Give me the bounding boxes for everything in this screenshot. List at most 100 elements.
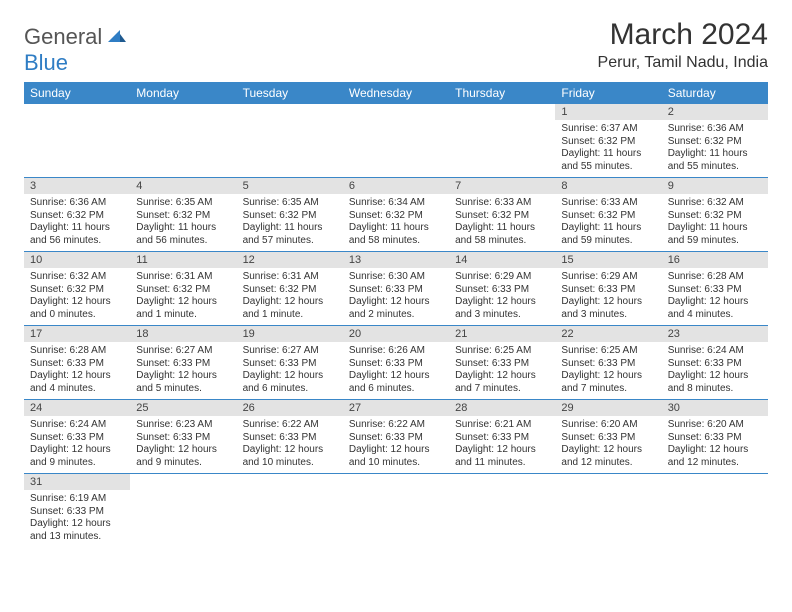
- calendar-body: 1Sunrise: 6:37 AMSunset: 6:32 PMDaylight…: [24, 104, 768, 547]
- day-number: 3: [24, 178, 130, 194]
- sunrise-text: Sunrise: 6:26 AM: [349, 345, 443, 358]
- sunset-text: Sunset: 6:32 PM: [136, 210, 230, 223]
- day-number: 29: [555, 400, 661, 416]
- calendar-row: 1Sunrise: 6:37 AMSunset: 6:32 PMDaylight…: [24, 104, 768, 178]
- calendar-cell: 31Sunrise: 6:19 AMSunset: 6:33 PMDayligh…: [24, 474, 130, 548]
- day-details: Sunrise: 6:33 AMSunset: 6:32 PMDaylight:…: [555, 194, 661, 251]
- calendar-row: 24Sunrise: 6:24 AMSunset: 6:33 PMDayligh…: [24, 400, 768, 474]
- month-title: March 2024: [598, 18, 768, 52]
- sunset-text: Sunset: 6:32 PM: [455, 210, 549, 223]
- day-details: Sunrise: 6:29 AMSunset: 6:33 PMDaylight:…: [449, 268, 555, 325]
- sunrise-text: Sunrise: 6:29 AM: [455, 271, 549, 284]
- day-details: Sunrise: 6:36 AMSunset: 6:32 PMDaylight:…: [24, 194, 130, 251]
- day-details: Sunrise: 6:30 AMSunset: 6:33 PMDaylight:…: [343, 268, 449, 325]
- calendar-cell: 19Sunrise: 6:27 AMSunset: 6:33 PMDayligh…: [237, 326, 343, 400]
- daylight-text: Daylight: 12 hours and 9 minutes.: [136, 444, 230, 469]
- sunset-text: Sunset: 6:32 PM: [668, 210, 762, 223]
- calendar-cell: 30Sunrise: 6:20 AMSunset: 6:33 PMDayligh…: [662, 400, 768, 474]
- calendar-cell: 11Sunrise: 6:31 AMSunset: 6:32 PMDayligh…: [130, 252, 236, 326]
- day-details: Sunrise: 6:33 AMSunset: 6:32 PMDaylight:…: [449, 194, 555, 251]
- sunset-text: Sunset: 6:33 PM: [136, 358, 230, 371]
- calendar-row: 10Sunrise: 6:32 AMSunset: 6:32 PMDayligh…: [24, 252, 768, 326]
- day-number: 24: [24, 400, 130, 416]
- daylight-text: Daylight: 12 hours and 2 minutes.: [349, 296, 443, 321]
- daylight-text: Daylight: 12 hours and 3 minutes.: [561, 296, 655, 321]
- sunrise-text: Sunrise: 6:34 AM: [349, 197, 443, 210]
- day-number: 19: [237, 326, 343, 342]
- calendar-cell: [555, 474, 661, 548]
- sunset-text: Sunset: 6:33 PM: [349, 358, 443, 371]
- daylight-text: Daylight: 11 hours and 59 minutes.: [668, 222, 762, 247]
- day-details: Sunrise: 6:32 AMSunset: 6:32 PMDaylight:…: [662, 194, 768, 251]
- daylight-text: Daylight: 12 hours and 4 minutes.: [30, 370, 124, 395]
- sunrise-text: Sunrise: 6:28 AM: [668, 271, 762, 284]
- day-number: 9: [662, 178, 768, 194]
- daylight-text: Daylight: 11 hours and 55 minutes.: [668, 148, 762, 173]
- sunrise-text: Sunrise: 6:22 AM: [243, 419, 337, 432]
- calendar-cell: [130, 104, 236, 178]
- day-details: Sunrise: 6:27 AMSunset: 6:33 PMDaylight:…: [237, 342, 343, 399]
- daylight-text: Daylight: 12 hours and 1 minute.: [243, 296, 337, 321]
- daylight-text: Daylight: 11 hours and 56 minutes.: [136, 222, 230, 247]
- calendar-cell: 7Sunrise: 6:33 AMSunset: 6:32 PMDaylight…: [449, 178, 555, 252]
- sunset-text: Sunset: 6:32 PM: [349, 210, 443, 223]
- weekday-header: Tuesday: [237, 82, 343, 104]
- title-block: March 2024 Perur, Tamil Nadu, India: [598, 18, 768, 72]
- day-number: 22: [555, 326, 661, 342]
- day-number: 10: [24, 252, 130, 268]
- day-details: Sunrise: 6:34 AMSunset: 6:32 PMDaylight:…: [343, 194, 449, 251]
- day-number: 20: [343, 326, 449, 342]
- day-number: 18: [130, 326, 236, 342]
- day-details: Sunrise: 6:24 AMSunset: 6:33 PMDaylight:…: [662, 342, 768, 399]
- sunrise-text: Sunrise: 6:21 AM: [455, 419, 549, 432]
- sunset-text: Sunset: 6:33 PM: [561, 284, 655, 297]
- calendar-cell: [449, 104, 555, 178]
- daylight-text: Daylight: 12 hours and 11 minutes.: [455, 444, 549, 469]
- calendar-cell: 21Sunrise: 6:25 AMSunset: 6:33 PMDayligh…: [449, 326, 555, 400]
- calendar-cell: 25Sunrise: 6:23 AMSunset: 6:33 PMDayligh…: [130, 400, 236, 474]
- sunset-text: Sunset: 6:32 PM: [243, 210, 337, 223]
- sunrise-text: Sunrise: 6:19 AM: [30, 493, 124, 506]
- day-details: Sunrise: 6:22 AMSunset: 6:33 PMDaylight:…: [343, 416, 449, 473]
- sunrise-text: Sunrise: 6:25 AM: [561, 345, 655, 358]
- day-number: 17: [24, 326, 130, 342]
- logo-line2: Blue: [24, 50, 68, 75]
- sunset-text: Sunset: 6:33 PM: [455, 432, 549, 445]
- calendar-cell: 29Sunrise: 6:20 AMSunset: 6:33 PMDayligh…: [555, 400, 661, 474]
- day-number: 8: [555, 178, 661, 194]
- sunrise-text: Sunrise: 6:27 AM: [243, 345, 337, 358]
- sunrise-text: Sunrise: 6:20 AM: [668, 419, 762, 432]
- calendar-cell: 5Sunrise: 6:35 AMSunset: 6:32 PMDaylight…: [237, 178, 343, 252]
- day-details: Sunrise: 6:31 AMSunset: 6:32 PMDaylight:…: [130, 268, 236, 325]
- sunrise-text: Sunrise: 6:33 AM: [561, 197, 655, 210]
- sunset-text: Sunset: 6:32 PM: [561, 136, 655, 149]
- daylight-text: Daylight: 11 hours and 58 minutes.: [349, 222, 443, 247]
- day-number: 21: [449, 326, 555, 342]
- calendar-cell: [237, 474, 343, 548]
- day-details: Sunrise: 6:29 AMSunset: 6:33 PMDaylight:…: [555, 268, 661, 325]
- day-details: Sunrise: 6:23 AMSunset: 6:33 PMDaylight:…: [130, 416, 236, 473]
- calendar-cell: [237, 104, 343, 178]
- daylight-text: Daylight: 12 hours and 13 minutes.: [30, 518, 124, 543]
- sunset-text: Sunset: 6:33 PM: [349, 284, 443, 297]
- calendar-cell: 14Sunrise: 6:29 AMSunset: 6:33 PMDayligh…: [449, 252, 555, 326]
- day-number: 13: [343, 252, 449, 268]
- weekday-header: Wednesday: [343, 82, 449, 104]
- sunrise-text: Sunrise: 6:30 AM: [349, 271, 443, 284]
- calendar-cell: 3Sunrise: 6:36 AMSunset: 6:32 PMDaylight…: [24, 178, 130, 252]
- calendar-cell: [130, 474, 236, 548]
- day-details: Sunrise: 6:25 AMSunset: 6:33 PMDaylight:…: [449, 342, 555, 399]
- calendar-row: 31Sunrise: 6:19 AMSunset: 6:33 PMDayligh…: [24, 474, 768, 548]
- daylight-text: Daylight: 11 hours and 55 minutes.: [561, 148, 655, 173]
- sunrise-text: Sunrise: 6:32 AM: [30, 271, 124, 284]
- sunset-text: Sunset: 6:33 PM: [668, 358, 762, 371]
- calendar-cell: 2Sunrise: 6:36 AMSunset: 6:32 PMDaylight…: [662, 104, 768, 178]
- sunrise-text: Sunrise: 6:29 AM: [561, 271, 655, 284]
- sunset-text: Sunset: 6:33 PM: [349, 432, 443, 445]
- day-number: 12: [237, 252, 343, 268]
- day-number: 27: [343, 400, 449, 416]
- daylight-text: Daylight: 12 hours and 4 minutes.: [668, 296, 762, 321]
- sunset-text: Sunset: 6:32 PM: [243, 284, 337, 297]
- calendar-row: 3Sunrise: 6:36 AMSunset: 6:32 PMDaylight…: [24, 178, 768, 252]
- calendar-cell: 26Sunrise: 6:22 AMSunset: 6:33 PMDayligh…: [237, 400, 343, 474]
